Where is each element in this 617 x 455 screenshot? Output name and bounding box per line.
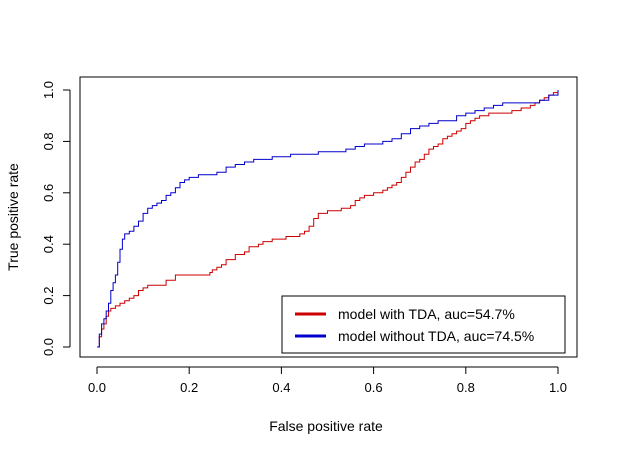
x-tick-label: 0.2 [180, 380, 198, 395]
y-tick-label: 0.2 [41, 287, 56, 305]
y-axis-title: True positive rate [5, 163, 21, 271]
x-axis-title: False positive rate [269, 418, 383, 434]
x-tick-label: 1.0 [549, 380, 567, 395]
legend-label-without-tda: model without TDA, auc=74.5% [338, 328, 534, 344]
x-axis-ticks: 0.0 0.2 0.4 0.6 0.8 1.0 [88, 367, 567, 395]
series-line-without-tda [97, 90, 559, 348]
series-line-with-tda [97, 90, 559, 348]
y-axis-ticks: 0.0 0.2 0.4 0.6 0.8 1.0 [41, 81, 70, 356]
x-tick-label: 0.0 [88, 380, 106, 395]
y-tick-label: 0.8 [41, 132, 56, 150]
legend-label-with-tda: model with TDA, auc=54.7% [338, 306, 515, 322]
x-tick-label: 0.8 [457, 380, 475, 395]
y-tick-label: 0.6 [41, 184, 56, 202]
series-layer [97, 90, 559, 348]
plot-frame [79, 76, 578, 358]
y-tick-label: 1.0 [41, 81, 56, 99]
legend: model with TDA, auc=54.7% model without … [281, 295, 566, 354]
x-tick-label: 0.6 [365, 380, 383, 395]
x-tick-label: 0.4 [272, 380, 290, 395]
legend-box [281, 295, 566, 354]
y-tick-label: 0.0 [41, 338, 56, 356]
y-tick-label: 0.4 [41, 235, 56, 253]
